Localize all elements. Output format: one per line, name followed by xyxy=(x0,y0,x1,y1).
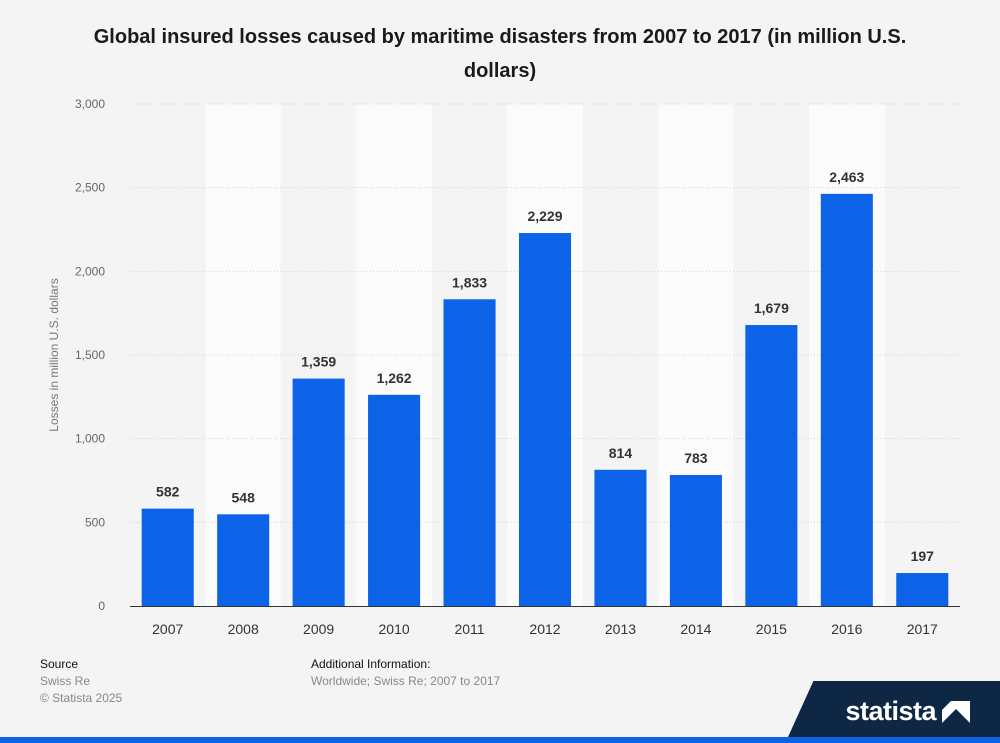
bar xyxy=(292,378,345,606)
y-tick-label: 2,500 xyxy=(75,181,105,195)
data-label: 548 xyxy=(232,489,256,505)
y-tick-label: 1,500 xyxy=(75,348,105,362)
copyright: © Statista 2025 xyxy=(40,691,123,705)
bar xyxy=(745,325,798,606)
statista-mark-icon xyxy=(942,700,970,723)
x-tick-label: 2007 xyxy=(152,621,183,637)
source-heading: Source xyxy=(40,657,79,671)
statista-logo[interactable]: statista xyxy=(845,696,970,727)
data-label: 1,359 xyxy=(301,354,336,370)
source-block: Source Swiss Re © Statista 2025 xyxy=(40,656,122,707)
chart-title: Global insured losses caused by maritime… xyxy=(93,26,907,82)
bars: 582 548 1,359 1,262 1,833 2,229 814 783 1,679 2,4… xyxy=(141,169,949,606)
bar xyxy=(368,394,421,606)
data-label: 2,229 xyxy=(527,208,562,224)
data-label: 814 xyxy=(609,445,633,461)
source-value[interactable]: Swiss Re xyxy=(40,674,91,688)
bar-chart: 0 500 1,000 1,500 2,000 2,500 3,000 582 548 1,35… xyxy=(47,97,960,637)
bottom-rule xyxy=(0,737,1000,743)
y-axis: 0 500 1,000 1,500 2,000 2,500 3,000 xyxy=(75,97,105,613)
y-axis-title: Losses in million U.S. dollars xyxy=(47,278,61,431)
logo-text: statista xyxy=(845,696,936,726)
bar xyxy=(141,508,194,606)
data-label: 2,463 xyxy=(829,169,864,185)
additional-info-value: Worldwide; Swiss Re; 2007 to 2017 xyxy=(311,674,501,688)
y-tick-label: 2,000 xyxy=(75,264,105,278)
x-tick-label: 2015 xyxy=(756,621,787,637)
data-label: 1,833 xyxy=(452,274,487,290)
bar xyxy=(594,469,647,606)
x-tick-label: 2016 xyxy=(831,621,862,637)
bar xyxy=(518,233,572,606)
bar xyxy=(443,299,496,606)
y-tick-label: 0 xyxy=(98,599,105,613)
bar xyxy=(820,193,873,606)
y-tick-label: 3,000 xyxy=(75,97,105,111)
x-tick-label: 2009 xyxy=(303,621,334,637)
data-label: 1,679 xyxy=(754,300,789,316)
y-tick-label: 1,000 xyxy=(75,432,105,446)
x-tick-label: 2011 xyxy=(454,621,484,637)
data-label: 197 xyxy=(911,548,935,564)
x-tick-label: 2012 xyxy=(529,621,560,637)
additional-info-block: Additional Information: Worldwide; Swiss… xyxy=(311,656,500,690)
data-label: 582 xyxy=(156,484,180,500)
x-axis: 2007 2008 2009 2010 2011 2012 2013 2014 2015 2016… xyxy=(130,606,960,637)
x-tick-label: 2008 xyxy=(228,621,259,637)
x-tick-label: 2014 xyxy=(680,621,711,637)
x-tick-label: 2017 xyxy=(907,621,938,637)
data-label: 1,262 xyxy=(377,370,412,386)
y-tick-label: 500 xyxy=(85,515,105,529)
bar xyxy=(896,573,949,606)
additional-info-heading: Additional Information: xyxy=(311,657,431,671)
bar xyxy=(669,474,722,606)
x-tick-label: 2013 xyxy=(605,621,636,637)
bar xyxy=(217,514,270,606)
data-label: 783 xyxy=(684,450,708,466)
x-tick-label: 2010 xyxy=(379,621,410,637)
